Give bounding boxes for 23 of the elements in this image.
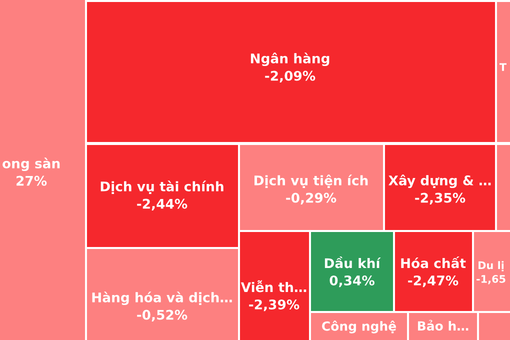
data-label: -2,44% xyxy=(137,198,188,210)
data-label: -0,52% xyxy=(137,310,188,322)
category-label: Xây dựng & … xyxy=(388,174,491,188)
category-label: ong sàn xyxy=(2,158,60,172)
data-label: -2,09% xyxy=(265,70,316,82)
category-label: Viễn th… xyxy=(240,280,306,292)
data-label: -0,29% xyxy=(286,192,336,204)
data-label: 0,34% xyxy=(330,275,374,288)
data-label: -2,47% xyxy=(408,275,458,288)
category-label: Ngân hàng xyxy=(250,52,330,66)
data-label: -2,39% xyxy=(249,299,300,312)
category-label: Du lị xyxy=(478,261,504,272)
category-label: Dịch vụ tài chính xyxy=(100,180,224,194)
category-label: Hàng hóa và dịch… xyxy=(92,292,232,306)
category-label: T xyxy=(499,63,506,71)
data-label: -2,35% xyxy=(415,192,466,204)
data-label: 27% xyxy=(16,176,47,186)
category-label: Dầu khí xyxy=(324,256,381,268)
data-label: -1,65 xyxy=(476,274,506,284)
category-label: Công nghệ xyxy=(322,320,396,334)
category-label: Bảo h… xyxy=(418,320,468,331)
category-label: Dịch vụ tiện ích xyxy=(254,174,368,188)
category-label: Hóa chất xyxy=(401,256,466,268)
